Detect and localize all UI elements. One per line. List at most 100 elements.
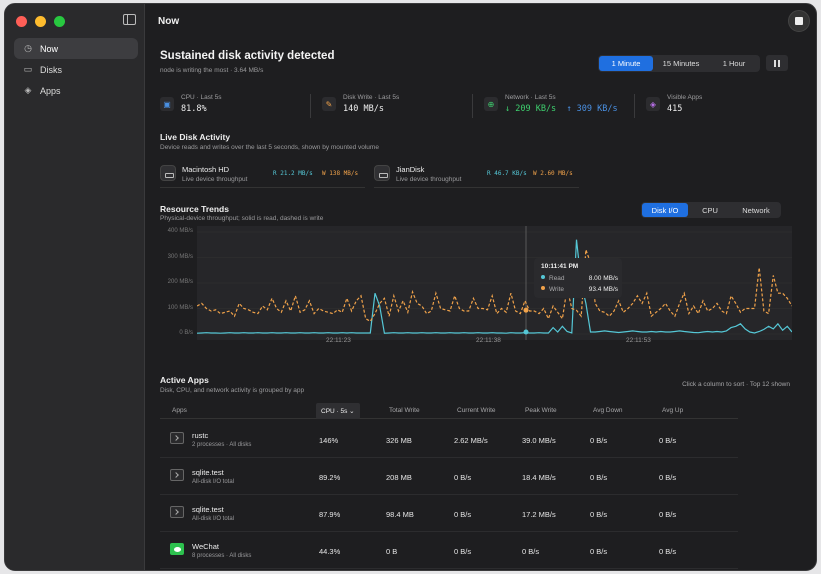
chart-tooltip: 10:11:41 PM Read 8.00 MB/s Write 93.4 MB/s [534,258,622,298]
y-tick-label: 300 MB/s [167,254,193,260]
cell-peak-write: 17.2 MB/s [522,510,556,519]
disk-icon: ▭ [23,64,33,74]
sidebar-item-apps[interactable]: ◈ Apps [14,80,138,101]
cell-avg-up: 0 B/s [659,436,677,445]
hover-point-write [523,307,529,313]
app-name: sqlite.test [192,468,224,477]
sidebar-nav: ◷ Now ▭ Disks ◈ Apps [14,38,138,101]
sidebar-item-now[interactable]: ◷ Now [14,38,138,59]
divider [472,94,473,118]
cell-current-write: 2.62 MB/s [454,436,488,445]
sidebar-item-label: Apps [40,85,61,96]
sidebar-item-label: Now [40,43,59,54]
app-subtitle: 8 processes · All disks [192,553,252,559]
cpu-icon: ▣ [160,97,174,111]
cell-current-write: 0 B/s [454,547,472,556]
tooltip-value: 93.4 MB/s [588,286,618,293]
table-header: Apps CPU · 5s ⌄ Total Write Current Writ… [160,402,738,419]
app-subtitle: All-disk I/O total [192,479,235,485]
cell-peak-write: 0 B/s [522,547,540,556]
stop-button[interactable] [788,10,810,32]
sidebar: ◷ Now ▭ Disks ◈ Apps [5,4,145,570]
terminal-icon [170,469,184,481]
disk-card-jiandisk[interactable]: JianDisk Live device throughput R 46.7 K… [374,163,579,188]
table-row[interactable]: rustc 2 processes · All disks 146% 326 M… [160,421,738,458]
stat-label: Network · Last 5s [505,94,556,101]
cell-avg-down: 0 B/s [590,473,608,482]
range-15-minutes[interactable]: 15 Minutes [662,59,700,68]
tab-disk-io[interactable]: Disk I/O [642,203,688,217]
y-tick-label: 100 MB/s [167,305,193,311]
cell-avg-down: 0 B/s [590,436,608,445]
time-range-control: 1 Minute 15 Minutes 1 Hour [598,55,760,72]
sidebar-toggle-icon[interactable] [123,14,136,25]
y-tick-label: 400 MB/s [167,228,193,234]
cell-avg-up: 0 B/s [659,510,677,519]
table-row[interactable]: sqlite.test All-disk I/O total 87.9% 98.… [160,495,738,532]
read-dot-icon [541,275,545,279]
app-name: rustc [192,431,209,440]
tab-network[interactable]: Network [742,205,770,215]
column-current-write[interactable]: Current Write [457,407,496,414]
series-line-read [197,239,792,334]
tooltip-label: Write [549,286,565,293]
cell-avg-up: 0 B/s [659,547,677,556]
disk-write-rate: W 2.60 MB/s [533,170,573,177]
cell-peak-write: 39.0 MB/s [522,436,556,445]
disk-name: JianDisk [396,165,425,174]
range-1-hour[interactable]: 1 Hour [722,59,746,68]
table-row[interactable]: sqlite.test All-disk I/O total 89.2% 208… [160,458,738,495]
column-total-write[interactable]: Total Write [389,407,420,414]
active-apps-subtitle: Disk, CPU, and network activity is group… [160,387,305,394]
terminal-icon [170,506,184,518]
close-window-button[interactable] [16,16,27,27]
series-line-write [197,249,792,323]
terminal-icon [170,432,184,444]
tooltip-label: Read [549,275,565,282]
stop-icon [795,17,803,25]
sidebar-item-disks[interactable]: ▭ Disks [14,59,138,80]
app-name: WeChat [192,542,219,551]
window-controls [16,16,65,27]
minimize-window-button[interactable] [35,16,46,27]
disk-subtitle: Live device throughput [182,176,248,183]
cell-avg-up: 0 B/s [659,473,677,482]
write-dot-icon [541,286,545,290]
stat-label: Disk Write · Last 5s [343,94,400,101]
clock-icon: ◷ [24,43,32,53]
column-avg-down[interactable]: Avg Down [593,407,623,414]
stat-label: CPU · Last 5s [181,94,222,101]
disk-write-rate: W 138 MB/s [322,170,359,177]
resource-trends-chart[interactable]: 400 MB/s 300 MB/s 200 MB/s 100 MB/s 0 B/… [160,226,792,356]
column-cpu[interactable]: CPU · 5s ⌄ [316,403,360,419]
alert-title: Sustained disk activity detected [160,50,335,62]
divider [310,94,311,118]
range-1-minute[interactable]: 1 Minute [599,56,653,71]
app-subtitle: 2 processes · All disks [192,442,252,448]
y-tick-label: 200 MB/s [167,279,193,285]
disk-divider [374,187,579,188]
column-avg-up[interactable]: Avg Up [662,407,684,414]
hard-drive-icon [160,165,176,181]
x-tick-label: 22:11:23 [326,337,351,344]
cell-total-write: 98.4 MB [386,510,414,519]
table-row[interactable]: WeChat 8 processes · All disks 44.3% 0 B… [160,532,738,569]
live-disk-subtitle: Device reads and writes over the last 5 … [160,144,379,151]
x-tick-label: 22:11:53 [626,337,651,344]
cell-cpu: 146% [319,436,339,445]
zoom-window-button[interactable] [54,16,65,27]
app-subtitle: All-disk I/O total [192,516,235,522]
stat-value: 140 MB/s [343,104,384,114]
stack-icon: ◈ [646,97,660,111]
tab-cpu[interactable]: CPU [702,205,718,215]
disk-card-macintosh-hd[interactable]: Macintosh HD Live device throughput R 21… [160,163,365,188]
column-apps[interactable]: Apps [172,407,187,414]
cell-avg-down: 0 B/s [590,510,608,519]
pause-button[interactable] [766,55,788,71]
app-window: ◷ Now ▭ Disks ◈ Apps Now Sustained disk … [4,3,817,571]
stat-value: ↓ 209 KB/s ↑ 309 KB/s [505,104,618,114]
tooltip-value: 8.00 MB/s [588,275,618,282]
y-tick-label: 0 B/s [179,330,193,336]
column-peak-write[interactable]: Peak Write [525,407,557,414]
divider [634,94,635,118]
